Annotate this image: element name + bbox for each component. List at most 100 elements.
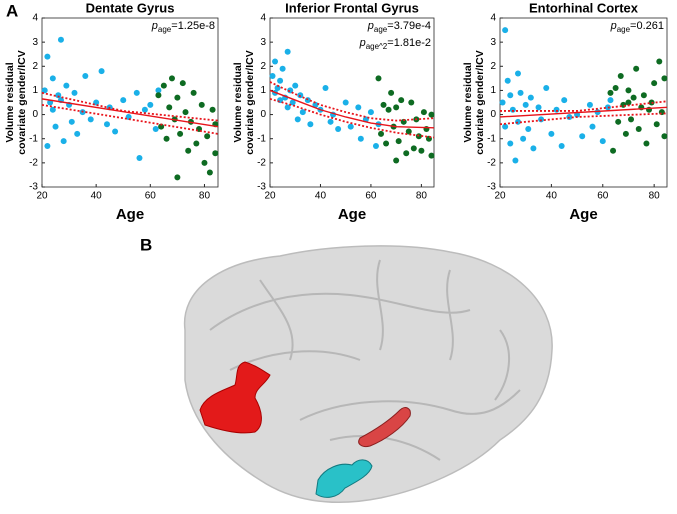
data-point — [190, 89, 197, 96]
data-point — [630, 94, 637, 101]
data-point — [133, 89, 140, 96]
data-point — [558, 142, 565, 149]
data-point — [393, 104, 400, 111]
data-point — [185, 147, 192, 154]
x-axis-label: Age — [116, 206, 144, 223]
x-axis-label: Age — [338, 206, 366, 223]
data-point — [661, 75, 668, 82]
data-point — [98, 68, 105, 75]
annotation: page=0.261 — [610, 20, 664, 34]
data-point — [272, 58, 279, 65]
data-point — [103, 121, 110, 128]
y-tick-label: 4 — [260, 13, 266, 24]
y-tick-label: 3 — [32, 37, 38, 48]
brain-sulci — [209, 259, 521, 461]
data-point — [274, 85, 281, 92]
data-point — [640, 92, 647, 99]
data-point — [579, 133, 586, 140]
data-point — [656, 58, 663, 65]
data-point — [504, 77, 511, 84]
chart: -3 -2 -1 0 1 2 3 4 20 40 60 80 Dentate Gyrus Age Volum… — [4, 0, 219, 223]
data-point — [44, 53, 51, 60]
data-point — [538, 116, 545, 123]
data-point — [174, 174, 181, 181]
annotation-symbol: p — [151, 20, 158, 32]
fit-line — [499, 112, 668, 126]
data-point — [71, 89, 78, 96]
data-point — [398, 97, 405, 104]
data-point — [367, 109, 374, 116]
fit-line — [499, 106, 668, 118]
x-tick-label: 80 — [199, 191, 211, 202]
x-tick-label: 40 — [546, 191, 558, 202]
chart: -3 -2 -1 0 1 2 3 4 20 40 60 80 Inferior Frontal Gyru… — [232, 0, 435, 223]
y-tick-label: -1 — [257, 133, 266, 144]
data-point — [63, 82, 70, 89]
y-tick-label: 4 — [490, 13, 496, 24]
chart: -3 -2 -1 0 1 2 3 4 20 40 60 80 Entorhinal Cortex Age V… — [462, 0, 668, 223]
y-axis-label: covariate gender/ICV — [16, 50, 28, 154]
plot-area — [499, 17, 668, 188]
data-point — [525, 126, 532, 133]
data-point — [507, 92, 514, 99]
data-point — [160, 82, 167, 89]
y-axis-label: Volume residual — [4, 62, 16, 142]
data-point — [335, 126, 342, 133]
data-point — [599, 138, 606, 145]
data-point — [625, 87, 632, 94]
data-point — [60, 138, 67, 145]
data-point — [174, 94, 181, 101]
data-point — [294, 116, 301, 123]
data-point — [635, 126, 642, 133]
data-point — [289, 99, 296, 106]
annotation: page=1.25e-8 — [151, 20, 215, 34]
annotation-subscript: age — [617, 25, 631, 34]
y-axis-label: Volume residual — [232, 62, 244, 142]
data-point — [610, 147, 617, 154]
annotation-subscript: age — [374, 25, 388, 34]
data-point — [589, 123, 596, 130]
data-point — [141, 106, 148, 113]
data-point — [502, 123, 509, 130]
data-point — [112, 128, 119, 135]
data-point — [52, 123, 59, 130]
annotation-text: =3.79e-4 — [387, 20, 431, 32]
data-point — [269, 72, 276, 79]
y-tick-label: 0 — [260, 109, 266, 120]
y-tick-label: -2 — [487, 157, 496, 168]
annotation-subscript: age — [158, 25, 172, 34]
data-point — [57, 36, 64, 43]
chart-title: Inferior Frontal Gyrus — [285, 0, 419, 15]
data-point — [428, 111, 435, 118]
data-point — [383, 140, 390, 147]
data-point — [499, 99, 506, 106]
x-tick-label: 80 — [649, 191, 661, 202]
data-point — [177, 130, 184, 137]
annotation-symbol: p — [610, 20, 617, 32]
data-point — [212, 150, 219, 157]
data-point — [548, 130, 555, 137]
annotation-text: =1.25e-8 — [171, 20, 215, 32]
data-point — [277, 77, 284, 84]
data-point — [82, 72, 89, 79]
data-point — [68, 118, 75, 125]
data-point — [209, 106, 216, 113]
data-point — [355, 104, 362, 111]
data-point — [403, 150, 410, 157]
data-point — [307, 121, 314, 128]
data-point — [342, 99, 349, 106]
data-point — [322, 85, 329, 92]
y-axis-label: covariate gender/ICV — [244, 50, 256, 154]
y-tick-label: 2 — [32, 61, 38, 72]
y-tick-label: -1 — [487, 133, 496, 144]
data-point — [607, 89, 614, 96]
data-point — [120, 97, 127, 104]
data-point — [287, 87, 294, 94]
data-point — [530, 145, 537, 152]
data-point — [628, 116, 635, 123]
data-point — [378, 130, 385, 137]
brain-outline — [183, 245, 553, 503]
data-point — [155, 92, 162, 99]
y-tick-label: 3 — [490, 37, 496, 48]
data-point — [400, 118, 407, 125]
